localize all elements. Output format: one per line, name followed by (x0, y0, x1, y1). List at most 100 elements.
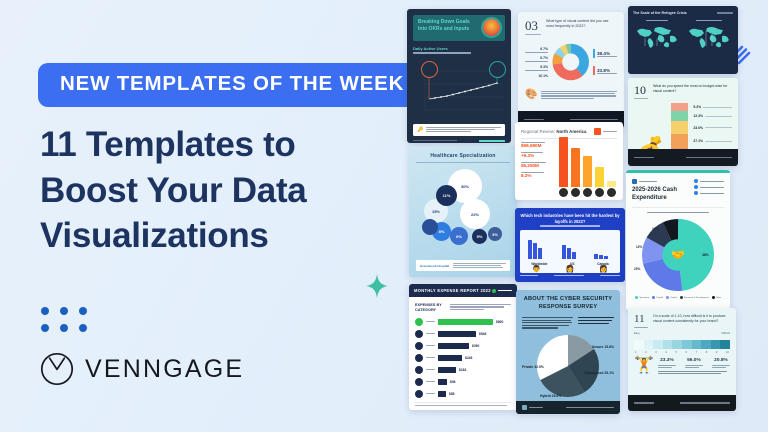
card-footer (516, 401, 620, 414)
template-card-regional-review[interactable]: Regional Review: North America $98,690M … (515, 122, 623, 200)
card-note (657, 370, 730, 374)
template-card-content-difficulty-scale[interactable]: 11 On a scale of 1-10, how difficult is … (628, 308, 736, 411)
chart-legend: Operations Payroll Capital Research & De… (632, 296, 724, 300)
bar (438, 318, 493, 325)
logo-icon (522, 405, 527, 410)
bar (571, 148, 580, 187)
template-card-tech-layoffs[interactable]: Which tech industries have been hit the … (515, 208, 625, 282)
template-card-visual-content-budget[interactable]: 10 What do you spend the most on budget-… (628, 78, 738, 166)
palette-icon: 🎨 (525, 89, 538, 101)
template-card-healthcare-specialization[interactable]: Healthcare Specialization 30% 22% 15% 11… (409, 146, 517, 277)
card-footer: Greenwood Hospital (416, 260, 510, 271)
template-card-cash-expenditure[interactable]: 2025-2026 Cash Expenditure (626, 170, 730, 310)
stat-value: 56.0% (687, 358, 701, 364)
bar-value: $546 (479, 331, 487, 336)
stat-value: 23.3% (660, 358, 674, 364)
scale-min-label: Easy (634, 332, 640, 336)
bar-value: $390 (472, 343, 480, 348)
bar-chart-axis-icons (559, 188, 616, 197)
brand-dot-icon (492, 288, 496, 293)
bar-value: $248 (465, 355, 473, 360)
template-card-breaking-down-goals[interactable]: Breaking Down Goals Into OKRs and Inputs… (407, 9, 511, 143)
brand-mark-icon (594, 128, 601, 135)
card-subtitle: Daily Active Users (413, 46, 448, 51)
card-title: 2025-2026 Cash Expenditure (632, 187, 678, 201)
map-panel-origin (633, 20, 681, 54)
card-body: 2025-2026 Cash Expenditure (626, 173, 730, 305)
card-question: What type of visual content did you use … (546, 19, 609, 29)
bar-group-worldwide (528, 239, 542, 259)
person-icon: 👨 (532, 265, 542, 273)
bar (438, 390, 446, 397)
card-note (541, 90, 617, 99)
bubble: 22% (460, 199, 490, 229)
bar-value: 23.0% (693, 125, 703, 130)
dot-row (41, 324, 87, 332)
goal-marker-right (489, 60, 506, 78)
map-panel-destination (685, 20, 733, 54)
venngage-logo: VENNGAGE (40, 352, 244, 386)
legend-value: 33.8% (597, 67, 611, 73)
card-note (522, 317, 573, 329)
card-subtitle: EXPENSES BY CATEGORY (415, 303, 442, 312)
expense-row: $800 (415, 317, 511, 326)
bar-value: 12.3% (693, 114, 703, 119)
card-footer (628, 149, 738, 166)
bar-value: $183 (459, 367, 467, 372)
person-icon: 👩 (598, 265, 608, 273)
line-chart (413, 59, 506, 121)
pie-chart: Unsure 15.8% Outsourced 25.1% Private 32… (522, 334, 614, 398)
dot (79, 307, 87, 315)
person-icon: 👩 (565, 265, 575, 273)
card-title: The Scale of the Refugee Crisis (633, 11, 687, 15)
bar (595, 167, 604, 187)
template-card-monthly-expense-report[interactable]: MONTHLY EXPENSE REPORT 2022 EXPENSES BY … (409, 284, 517, 410)
card-note: 🔑 (413, 123, 505, 136)
category-icon (415, 353, 423, 362)
card-question: On a scale of 1-10, how difficult is it … (653, 314, 726, 323)
world-map-icon (637, 27, 677, 48)
template-thumbnail-collage: Breaking Down Goals Into OKRs and Inputs… (396, 0, 768, 432)
stat-value: $98,690M (521, 143, 542, 149)
expense-row: $88 (415, 389, 511, 398)
gradient-scale (634, 340, 730, 350)
bar (438, 330, 476, 337)
category-icon (415, 365, 423, 374)
category-icon (415, 317, 423, 326)
template-card-visual-content-donut[interactable]: 03 What type of visual content did you u… (518, 12, 624, 128)
emblem-icon (481, 17, 502, 38)
template-card-cyber-security-survey[interactable]: ABOUT THE CYBER SECURITY RESPONSE SURVEY (516, 290, 620, 414)
category-icon (415, 377, 423, 386)
category-icon (415, 341, 423, 350)
bar (438, 366, 456, 373)
dot (60, 307, 68, 315)
donut-chart (552, 44, 589, 81)
dot (79, 324, 87, 332)
dot (60, 324, 68, 332)
card-title: Healthcare Specialization (430, 153, 496, 159)
donut-legend-right: 38.4% 33.8% (593, 49, 617, 76)
page-title: 11 Templates to Boost Your Data Visualiz… (40, 122, 370, 259)
accent-bar (626, 170, 730, 173)
stat-value: 8.2% (521, 173, 532, 179)
bar (559, 137, 568, 187)
key-icon: 🔑 (417, 126, 424, 133)
template-card-refugee-crisis-maps[interactable]: The Scale of the Refugee Crisis (628, 6, 738, 74)
legend-list (694, 179, 724, 202)
four-point-star-icon (366, 274, 388, 303)
hand-money-icon: 🤝 (671, 249, 685, 262)
group-label: US (570, 261, 575, 266)
scale-max-label: Difficult (721, 332, 730, 336)
legend-value: 5.7% (540, 55, 548, 60)
headline-line-1: 11 Templates to (40, 125, 296, 164)
slice-label: Outsourced 25.1% (584, 370, 614, 375)
expense-row: $183 (415, 365, 511, 374)
bubble: 5% (472, 229, 487, 244)
bar-chart (559, 137, 616, 187)
slice-value: 48% (702, 253, 709, 258)
note-text (426, 126, 501, 133)
venngage-circle-v-icon (40, 352, 74, 386)
bar-value: $800 (496, 319, 504, 324)
bar (438, 378, 447, 385)
